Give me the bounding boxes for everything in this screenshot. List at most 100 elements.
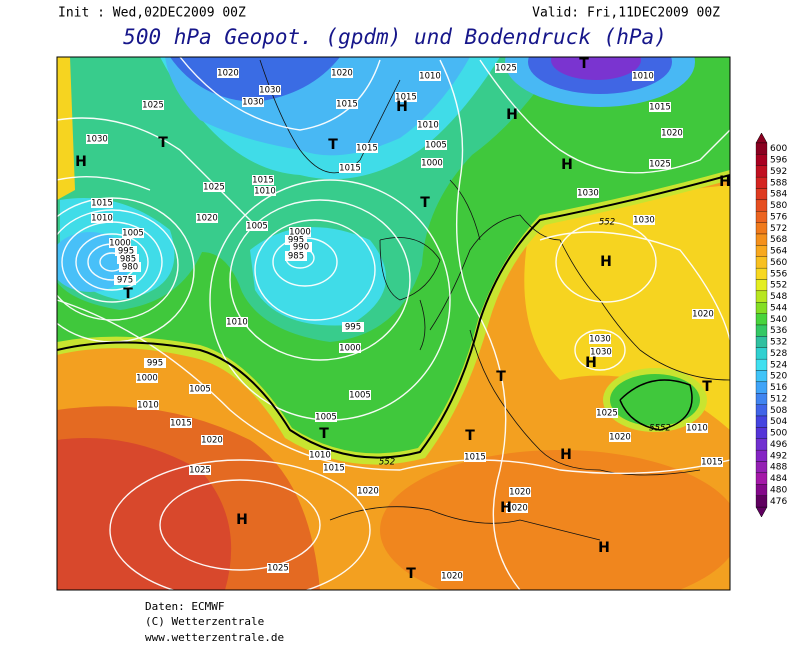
isobar-label: 1030 [577, 189, 599, 199]
isobar-label: 1025 [142, 101, 164, 111]
pressure-center: T [406, 566, 416, 582]
pressure-center: H [561, 157, 573, 173]
isobar-label: 1015 [252, 176, 274, 186]
isobar-label: 1020 [661, 129, 683, 139]
isobar-label: 1025 [203, 183, 225, 193]
isobar-label: 1020 [441, 572, 463, 582]
isobar-label-bg [217, 68, 239, 78]
colorbar-label: 540 [770, 315, 787, 325]
colorbar-cell [755, 313, 768, 326]
isobar-label-bg [196, 213, 218, 223]
isobar-label-bg [285, 235, 307, 245]
colorbar-label: 552 [770, 281, 787, 291]
isobar-label: 1015 [323, 464, 345, 474]
isobar-label: 1000 [289, 228, 311, 238]
isobar-label: 1030 [589, 335, 611, 345]
colorbar-cell [755, 495, 768, 508]
isobar-label-bg [246, 221, 268, 231]
isobar-label: 1025 [189, 466, 211, 476]
isobar-label: 1015 [336, 100, 358, 110]
colorbar-cell [755, 438, 768, 451]
colorbar-cell [755, 176, 768, 189]
colorbar-label: 548 [770, 292, 787, 302]
isobar-label-bg [109, 238, 131, 248]
pressure-center: H [506, 107, 518, 123]
isobar-label: 1030 [259, 86, 281, 96]
colorbar-cell [755, 211, 768, 223]
isobar-label-bg [252, 175, 274, 185]
isobar-label: 985 [120, 255, 136, 265]
colorbar-label: 512 [770, 394, 787, 404]
isobar-label: 990 [293, 243, 309, 253]
isobar-label-bg [114, 275, 136, 285]
colorbar-label: 536 [770, 326, 787, 336]
colorbar-arrow-bottom [755, 506, 768, 518]
isobar-label: 1010 [419, 72, 441, 82]
isobar-label-bg [419, 71, 441, 81]
isobar-label: 1020 [692, 310, 714, 320]
isobar-label-bg [91, 213, 113, 223]
isobar-label: 1000 [109, 239, 131, 249]
isobar-label-bg [203, 182, 225, 192]
colorbar-cell [755, 393, 768, 405]
colorbar-label: 492 [770, 451, 787, 461]
isobar-label-bg [349, 390, 371, 400]
isobar-label: 1010 [226, 318, 248, 328]
pressure-center: T [158, 135, 168, 151]
isobar-label-bg [686, 423, 708, 433]
colorbar-label: 484 [770, 474, 787, 484]
colorbar-label: 572 [770, 224, 787, 234]
isobar-label: 1010 [91, 214, 113, 224]
isobar-label-bg [315, 412, 337, 422]
isobar-label: 1025 [267, 564, 289, 574]
colorbar-cell [755, 484, 768, 496]
colorbar-label: 504 [770, 417, 787, 427]
isobar-label: 1005 [349, 391, 371, 401]
map-title: 500 hPa Geopot. (gpdm) und Bodendruck (h… [123, 25, 667, 49]
isobar-label-bg [142, 100, 164, 110]
colorbar-cell [755, 222, 768, 235]
isobar-label: 995 [147, 359, 163, 369]
colorbar-label: 532 [770, 338, 787, 348]
colorbar-cell [755, 461, 768, 474]
colorbar-label: 592 [770, 167, 787, 177]
isobar-label: 1005 [189, 385, 211, 395]
isobar-label-bg [649, 102, 671, 112]
pressure-center: H [75, 154, 87, 170]
pressure-center: T [328, 137, 338, 153]
isobar-label-bg [309, 450, 331, 460]
colorbar-label: 508 [770, 406, 787, 416]
isobar-label-bg [285, 251, 307, 261]
isobar-label-bg [417, 120, 439, 130]
isobar-label-bg [395, 92, 417, 102]
colorbar-label: 564 [770, 247, 787, 257]
pressure-center: T [579, 56, 589, 72]
isobar-label: 1015 [91, 199, 113, 209]
isobar-label-bg [633, 215, 655, 225]
colorbar-cell [755, 336, 768, 348]
colorbar-label: 528 [770, 349, 787, 359]
isobar-label-bg [122, 228, 144, 238]
isobar-label-bg [356, 143, 378, 153]
isobar-label: 1005 [315, 413, 337, 423]
colorbar-cell [755, 404, 768, 417]
colorbar-label: 576 [770, 212, 787, 222]
isobar-label: 1015 [464, 453, 486, 463]
isobar-label-bg [117, 254, 139, 264]
pressure-center: H [396, 99, 408, 115]
isobar-label-bg [201, 435, 223, 445]
isobar-label-bg [259, 85, 281, 95]
isobar-label: 1020 [357, 487, 379, 497]
colorbar-cell [755, 142, 768, 155]
isobar-label: 1015 [170, 419, 192, 429]
isobar-label-bg [267, 563, 289, 573]
footer-line: www.wetterzentrale.de [145, 631, 284, 644]
contour-label: 5552 [649, 424, 671, 434]
isobar-label-bg [119, 262, 141, 272]
isobar-label: 1015 [339, 164, 361, 174]
colorbar-label: 544 [770, 303, 787, 313]
isobar-label-bg [441, 571, 463, 581]
isobar-label: 1025 [649, 160, 671, 170]
isobar-label-bg [136, 373, 158, 383]
